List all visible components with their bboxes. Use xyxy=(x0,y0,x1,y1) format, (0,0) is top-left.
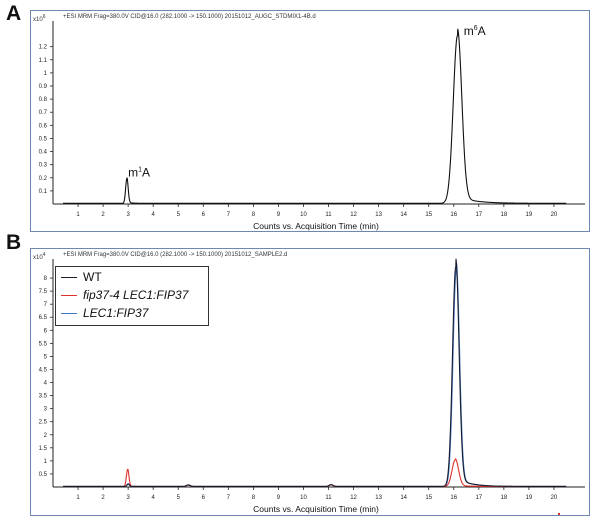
y-tick-label: 6 xyxy=(44,328,48,334)
panel-b-header: +ESI MRM Frag=380.0V CID@16.0 (282.1000 … xyxy=(63,252,288,258)
y-tick-label: 0.7 xyxy=(39,110,48,116)
x-tick-label: 7 xyxy=(227,495,231,501)
x-tick-label: 12 xyxy=(350,212,357,218)
x-tick-label: 18 xyxy=(501,495,508,501)
legend-item-lec1-fip37: LEC1:FIP37 xyxy=(56,305,208,321)
x-tick-label: 19 xyxy=(526,212,533,218)
x-tick-label: 9 xyxy=(277,495,281,501)
x-axis-title: Counts vs. Acquisition Time (min) xyxy=(253,504,379,514)
x-tick-label: 10 xyxy=(300,495,307,501)
y-tick-label: 0.9 xyxy=(39,84,48,90)
y-tick-label: 2.5 xyxy=(39,420,48,426)
x-tick-label: 6 xyxy=(202,212,206,218)
y-tick-label: 6.5 xyxy=(39,315,48,321)
y-tick-label: 0.5 xyxy=(39,136,48,142)
panel-a-chart: 0.10.20.30.40.50.60.70.80.911.11.21 2 3 4 5 6… xyxy=(39,21,585,231)
x-tick-label: 16 xyxy=(450,495,457,501)
y-tick-label: 5 xyxy=(44,354,48,360)
panel-a-y-multiplier: x106 xyxy=(33,14,46,23)
panel-a-frame: +ESI MRM Frag=380.0V CID@16.0 (282.1000 … xyxy=(30,10,590,232)
legend-label-fip37-4-lec1-fip37: fip37-4 LEC1:FIP37 xyxy=(83,288,189,302)
x-tick-label: 15 xyxy=(425,495,432,501)
x-tick-label: 1 xyxy=(76,495,80,501)
x-tick-label: 4 xyxy=(152,495,156,501)
x-tick-label: 3 xyxy=(126,495,130,501)
peak-annotation: m6A xyxy=(464,24,486,38)
y-tick-label: 1 xyxy=(44,459,48,465)
y-tick-label: 8 xyxy=(44,276,48,282)
y-tick-label: 0.5 xyxy=(39,472,48,478)
peak-annotation: m1A xyxy=(128,165,150,179)
legend-swatch-wt xyxy=(61,277,77,279)
y-tick-label: 7.5 xyxy=(39,289,48,295)
panel-b-chart: 0.511.522.533.544.555.566.577.581 2 3 4 5 6 7 8… xyxy=(39,258,585,514)
x-tick-label: 20 xyxy=(551,495,558,501)
x-tick-label: 8 xyxy=(252,495,256,501)
y-tick-label: 1.5 xyxy=(39,446,48,452)
legend-label-wt: WT xyxy=(83,270,102,284)
series-line-fip37-4-lec1-fip37 xyxy=(62,458,567,488)
x-tick-label: 9 xyxy=(277,212,281,218)
y-tick-label: 5.5 xyxy=(39,341,48,347)
x-tick-label: 1 xyxy=(76,212,80,218)
legend: WT fip37-4 LEC1:FIP37 LEC1:FIP37 xyxy=(55,266,209,326)
y-tick-label: 0.1 xyxy=(39,189,48,195)
y-tick-label: 7 xyxy=(44,302,48,308)
stray-mark xyxy=(558,513,560,515)
x-tick-label: 17 xyxy=(475,212,482,218)
y-tick-label: 0.3 xyxy=(39,163,48,169)
y-tick-label: 0.4 xyxy=(39,150,48,156)
y-tick-label: 1.1 xyxy=(39,58,48,64)
y-tick-label: 0.6 xyxy=(39,123,48,129)
x-tick-label: 18 xyxy=(501,212,508,218)
panel-b-y-multiplier: x104 xyxy=(33,252,46,261)
x-tick-label: 12 xyxy=(350,495,357,501)
x-tick-label: 11 xyxy=(325,212,332,218)
x-tick-label: 2 xyxy=(101,212,105,218)
x-tick-label: 16 xyxy=(450,212,457,218)
legend-item-wt: WT xyxy=(56,269,208,285)
x-tick-label: 14 xyxy=(400,212,407,218)
x-tick-label: 19 xyxy=(526,495,533,501)
x-tick-label: 20 xyxy=(551,212,558,218)
legend-swatch-fip37-4-lec1-fip37 xyxy=(61,295,77,297)
y-tick-label: 2 xyxy=(44,433,48,439)
x-tick-label: 7 xyxy=(227,212,231,218)
x-tick-label: 15 xyxy=(425,212,432,218)
legend-item-fip37-4-lec1-fip37: fip37-4 LEC1:FIP37 xyxy=(56,287,208,303)
y-tick-label: 0.8 xyxy=(39,97,48,103)
panel-a-label: A xyxy=(6,2,22,25)
y-tick-label: 1.2 xyxy=(39,45,48,51)
legend-label-lec1-fip37: LEC1:FIP37 xyxy=(83,306,149,320)
panel-b-label: B xyxy=(6,231,22,254)
y-tick-label: 0.2 xyxy=(39,176,48,182)
legend-swatch-lec1-fip37 xyxy=(61,313,77,315)
y-tick-label: 4 xyxy=(44,381,48,387)
x-tick-label: 13 xyxy=(375,495,382,501)
panel-a-header: +ESI MRM Frag=380.0V CID@16.0 (282.1000 … xyxy=(63,14,316,20)
x-axis-title: Counts vs. Acquisition Time (min) xyxy=(253,221,379,231)
y-tick-label: 3.5 xyxy=(39,394,48,400)
series-line-wt xyxy=(62,258,567,488)
series-line-signal xyxy=(62,28,567,204)
x-tick-label: 4 xyxy=(152,212,156,218)
panel-b-frame: +ESI MRM Frag=380.0V CID@16.0 (282.1000 … xyxy=(30,248,590,516)
x-tick-label: 10 xyxy=(300,212,307,218)
x-tick-label: 2 xyxy=(101,495,105,501)
y-tick-label: 3 xyxy=(44,407,48,413)
x-tick-label: 5 xyxy=(177,212,181,218)
x-tick-label: 3 xyxy=(126,212,130,218)
x-tick-label: 6 xyxy=(202,495,206,501)
x-tick-label: 17 xyxy=(475,495,482,501)
y-tick-label: 4.5 xyxy=(39,367,48,373)
x-tick-label: 14 xyxy=(400,495,407,501)
x-tick-label: 11 xyxy=(325,495,332,501)
x-tick-label: 13 xyxy=(375,212,382,218)
x-tick-label: 8 xyxy=(252,212,256,218)
y-tick-label: 1 xyxy=(44,71,48,77)
x-tick-label: 5 xyxy=(177,495,181,501)
